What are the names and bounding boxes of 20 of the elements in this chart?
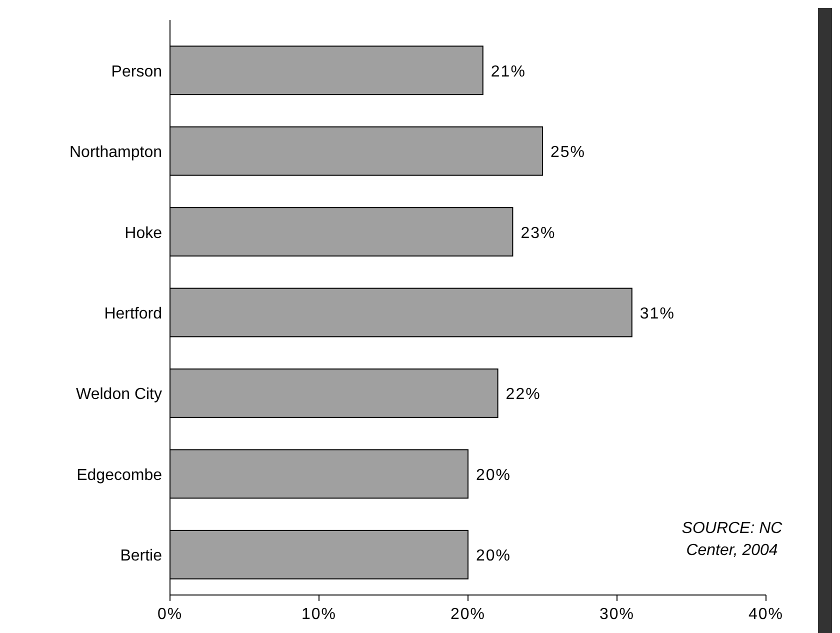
y-tick-label: Person [111, 63, 162, 80]
x-tick-label: 30% [599, 606, 635, 623]
x-tick-label: 0% [157, 606, 183, 623]
y-tick-label: Hertford [104, 306, 162, 322]
x-tick-label: 10% [301, 606, 337, 623]
y-tick-label: Hoke [124, 224, 162, 242]
y-tick-label: Northampton [70, 144, 162, 162]
data-label: 31% [640, 306, 675, 322]
data-label: 21% [490, 63, 526, 80]
x-tick-label: 40% [748, 606, 784, 623]
data-label: 25% [550, 144, 586, 162]
x-tick-label: 20% [450, 606, 486, 623]
data-label: 20% [476, 548, 512, 565]
annotation: SOURCE: NC Center, 2004 [682, 520, 783, 559]
data-label: 22% [506, 386, 541, 404]
y-tick-label: Weldon City [76, 386, 162, 404]
y-tick-label: Edgecombe [76, 466, 162, 484]
y-tick-label: Bertie [120, 548, 162, 565]
data-label: 20% [476, 466, 512, 484]
data-label: 23% [520, 224, 556, 242]
